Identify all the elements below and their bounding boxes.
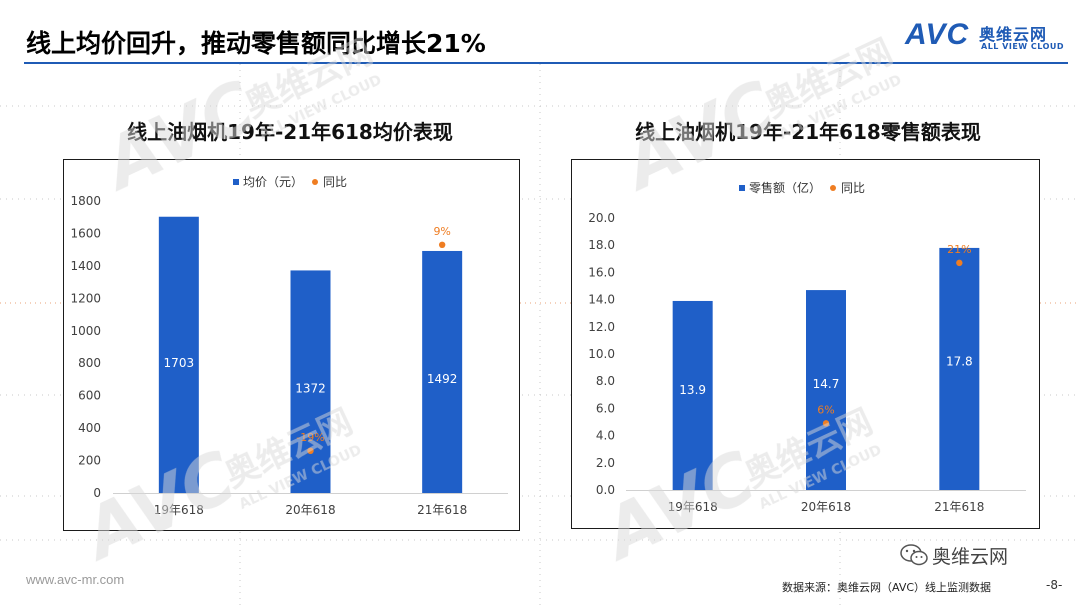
- x-tick-label: 20年618: [285, 503, 335, 517]
- x-tick-label: 19年618: [154, 503, 204, 517]
- x-tick-label: 20年618: [801, 500, 851, 514]
- bar-data-label: 1492: [427, 372, 458, 386]
- y-tick-label: 400: [78, 421, 101, 435]
- yoy-data-label: 21%: [947, 243, 971, 256]
- page-title: 线上均价回升，推动零售额同比增长21%: [26, 29, 486, 58]
- footer-url: www.avc-mr.com: [26, 572, 125, 587]
- legend-swatch-dot: [312, 179, 318, 185]
- yoy-data-label: 9%: [433, 225, 450, 238]
- legend-label: 均价（元）: [243, 175, 303, 189]
- bar-data-label: 13.9: [679, 383, 706, 397]
- bar-data-label: 1372: [295, 381, 326, 395]
- bar: [806, 290, 846, 490]
- chart-title-price: 线上油烟机19年-21年618均价表现: [127, 120, 453, 144]
- y-tick-label: 16.0: [588, 265, 615, 279]
- y-tick-label: 600: [78, 389, 101, 403]
- legend-label: 同比: [841, 181, 865, 195]
- y-tick-label: 1600: [70, 226, 101, 240]
- logo-name-en: ALL VIEW CLOUD: [981, 42, 1065, 51]
- data-source: 数据来源：奥维云网（AVC）线上监测数据: [782, 581, 992, 594]
- logo-mark: AVC: [905, 18, 970, 51]
- yoy-point: [822, 420, 830, 427]
- bar: [939, 247, 980, 490]
- wechat-icon: [900, 544, 928, 566]
- y-tick-label: 2.0: [596, 456, 615, 470]
- y-tick-label: 8.0: [596, 374, 615, 388]
- bar: [158, 216, 199, 494]
- y-tick-label: 1200: [70, 291, 101, 305]
- legend-swatch-bar: [739, 185, 745, 191]
- legend-swatch-bar: [233, 179, 239, 185]
- y-tick-label: 0.0: [596, 483, 615, 497]
- x-tick-label: 21年618: [417, 503, 467, 517]
- y-tick-label: 18.0: [588, 238, 615, 252]
- y-tick-label: 10.0: [588, 347, 615, 361]
- yoy-point: [956, 259, 963, 267]
- y-tick-label: 20.0: [588, 211, 615, 225]
- bar: [290, 270, 331, 493]
- avc-logo: AVC 奥维云网 ALL VIEW CLOUD: [905, 18, 1065, 58]
- yoy-data-label: -19%: [296, 431, 324, 444]
- chart-title-sales: 线上油烟机19年-21年618零售额表现: [635, 120, 981, 144]
- y-tick-label: 0: [93, 486, 101, 500]
- logo-name-cn: 奥维云网: [979, 25, 1048, 44]
- y-tick-label: 4.0: [596, 429, 615, 443]
- price-chart: 0 200 400 600 800 1000 1200 1400 1600 1800 1703 19年…: [70, 175, 508, 517]
- yoy-point: [438, 241, 446, 248]
- legend-label: 同比: [323, 175, 347, 189]
- y-tick-label: 1000: [70, 324, 101, 338]
- sales-chart: 0.0 2.0 4.0 6.0 8.0 10.0 12.0 14.0 16.0 18.0 20.0 1…: [588, 180, 1026, 514]
- yoy-point: [307, 447, 314, 455]
- page-number: -8-: [1046, 578, 1063, 592]
- yoy-data-label: 6%: [817, 403, 834, 416]
- y-tick-label: 800: [78, 356, 101, 370]
- bar-data-label: 1703: [164, 356, 195, 370]
- y-tick-label: 200: [78, 454, 101, 468]
- x-tick-label: 19年618: [668, 500, 718, 514]
- bar: [672, 300, 713, 490]
- legend-label: 零售额（亿）: [749, 180, 821, 195]
- legend-swatch-dot: [830, 185, 836, 191]
- y-tick-label: 1400: [70, 259, 101, 273]
- y-tick-label: 12.0: [588, 320, 615, 334]
- bar-data-label: 14.7: [813, 377, 840, 391]
- y-tick-label: 6.0: [596, 401, 615, 415]
- bar-data-label: 17.8: [946, 355, 973, 369]
- wechat-account: 奥维云网: [932, 546, 1009, 568]
- y-tick-label: 1800: [70, 194, 101, 208]
- y-tick-label: 14.0: [588, 293, 615, 307]
- x-tick-label: 21年618: [934, 500, 984, 514]
- title-underline: [24, 62, 1068, 64]
- bar: [422, 250, 463, 493]
